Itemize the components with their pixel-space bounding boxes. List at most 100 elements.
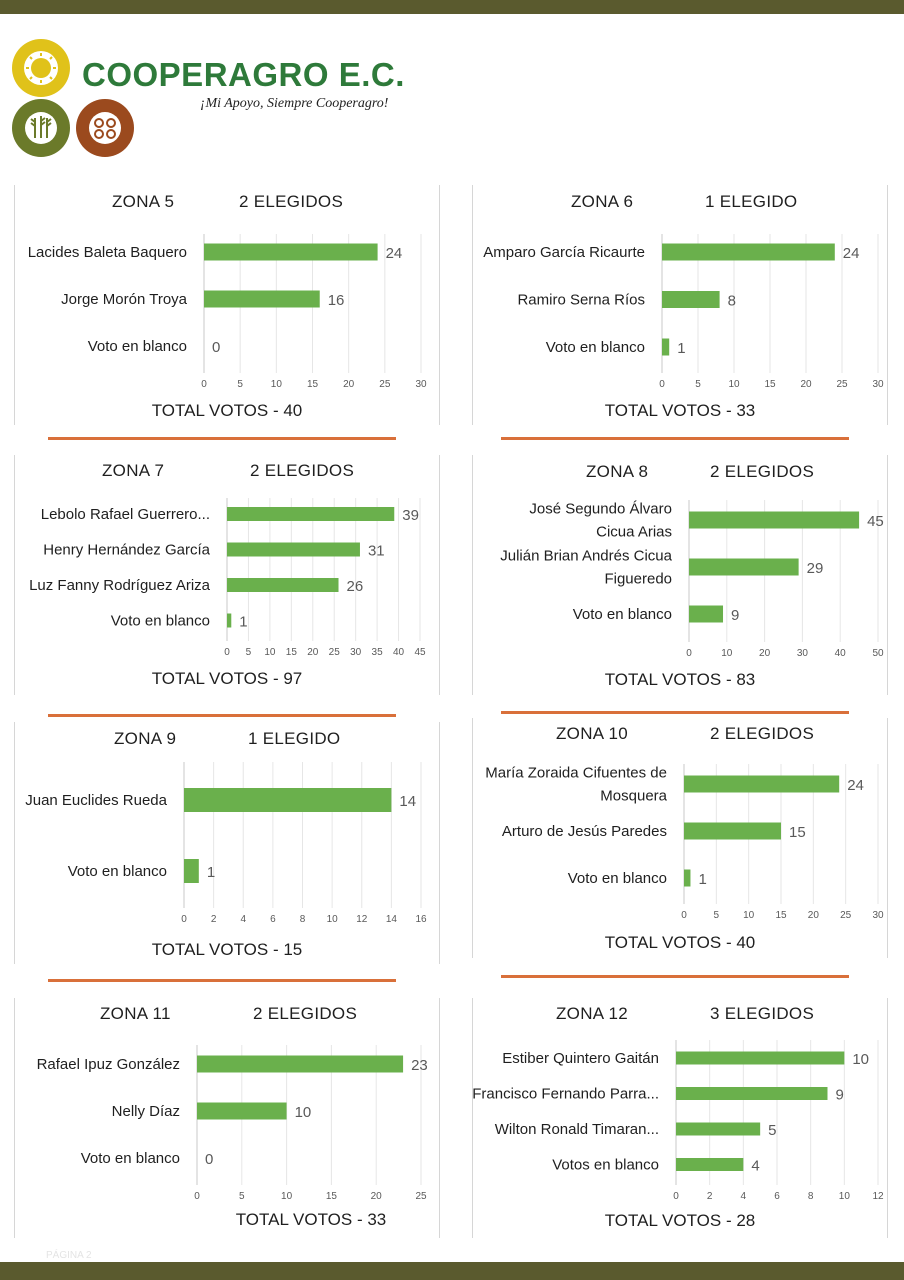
bar: [684, 775, 840, 793]
x-tick-label: 30: [797, 648, 809, 659]
bar: [676, 1087, 828, 1100]
bar: [684, 869, 691, 887]
x-tick-label: 15: [326, 1191, 338, 1202]
x-tick-label: 10: [271, 379, 283, 390]
category-label: Voto en blanco: [546, 339, 645, 356]
bar-value-label: 1: [677, 340, 685, 357]
cooperagro-logo-icon: [12, 39, 134, 157]
bar: [676, 1158, 744, 1171]
panel-border-left: [472, 455, 473, 695]
zone-elected: 2 ELEGIDOS: [253, 1004, 358, 1023]
x-tick-label: 45: [414, 647, 426, 658]
x-tick-label: 30: [872, 910, 884, 921]
category-label: Julián Brian Andrés Cicua: [500, 548, 672, 565]
category-label: José Segundo Álvaro: [529, 501, 672, 518]
chart-panel-zona-5: ZONA 5 2 ELEGIDOS TOTAL VOTOS - 40: [14, 185, 440, 425]
bar-value-label: 5: [768, 1122, 776, 1139]
category-label: Figueredo: [604, 571, 672, 588]
category-label: Juan Euclides Rueda: [25, 792, 167, 809]
x-tick-label: 4: [240, 914, 246, 925]
x-tick-label: 8: [808, 1191, 814, 1202]
bar-value-label: 10: [295, 1104, 312, 1121]
x-tick-label: 25: [379, 379, 391, 390]
zone-elected: 2 ELEGIDOS: [710, 462, 815, 481]
category-label: Lebolo Rafael Guerrero...: [41, 506, 210, 523]
bar-value-label: 23: [411, 1057, 428, 1074]
category-label: Voto en blanco: [111, 613, 210, 630]
bar-value-label: 1: [698, 871, 706, 888]
category-label: Voto en blanco: [573, 606, 672, 623]
bar: [227, 507, 395, 521]
bar-value-label: 31: [368, 543, 385, 560]
bar-value-label: 39: [402, 507, 419, 524]
x-tick-label: 6: [774, 1191, 780, 1202]
zone-title: ZONA 6: [571, 192, 634, 211]
bar: [662, 291, 720, 308]
x-tick-label: 50: [872, 648, 884, 659]
chart-panel-zona-7: ZONA 7 2 ELEGIDOS TOTAL VOTOS - 97: [14, 455, 440, 695]
bar: [184, 788, 392, 812]
x-tick-label: 0: [681, 910, 687, 921]
x-tick-label: 2: [211, 914, 217, 925]
bar-value-label: 8: [728, 293, 736, 310]
x-tick-label: 20: [800, 379, 812, 390]
bar: [197, 1055, 404, 1073]
bar: [204, 243, 378, 261]
zone-elected: 2 ELEGIDOS: [239, 192, 344, 211]
zone-total: TOTAL VOTOS - 40: [151, 401, 303, 420]
chart-panel-zona-10: ZONA 10 2 ELEGIDOS TOTAL VOTOS - 40: [472, 718, 888, 958]
top-band: [0, 0, 904, 14]
zone-total: TOTAL VOTOS - 33: [604, 401, 756, 420]
bar: [662, 338, 670, 356]
zone-elected: 2 ELEGIDOS: [250, 461, 355, 480]
x-tick-label: 25: [840, 910, 852, 921]
chart-panel-zona-8: ZONA 8 2 ELEGIDOS TOTAL VOTOS - 83: [472, 455, 888, 695]
bar: [197, 1102, 287, 1120]
zone-title: ZONA 7: [102, 461, 165, 480]
x-tick-label: 0: [686, 648, 692, 659]
zone-title: ZONA 11: [100, 1004, 171, 1023]
bar-value-label: 9: [836, 1087, 844, 1104]
bar: [676, 1051, 845, 1065]
bar-value-label: 26: [347, 578, 364, 595]
zone-total: TOTAL VOTOS - 33: [235, 1210, 387, 1229]
x-tick-label: 4: [741, 1191, 747, 1202]
x-tick-label: 40: [835, 648, 847, 659]
x-tick-label: 0: [194, 1191, 200, 1202]
chart-panel-zona-6: ZONA 6 1 ELEGIDO TOTAL VOTOS - 33: [472, 185, 888, 425]
bar: [227, 613, 232, 628]
panel-border-right: [439, 722, 440, 964]
zone-title: ZONA 8: [586, 462, 649, 481]
bar: [662, 243, 835, 261]
panel-border-right: [439, 455, 440, 695]
x-tick-label: 25: [329, 647, 341, 658]
x-tick-label: 12: [872, 1191, 884, 1202]
category-label: Wilton Ronald Timaran...: [495, 1121, 659, 1138]
bar: [204, 290, 320, 308]
category-label: Voto en blanco: [568, 870, 667, 887]
category-label: Voto en blanco: [68, 863, 167, 880]
category-label: Luz Fanny Rodríguez Ariza: [29, 577, 211, 594]
panel-border-right: [887, 718, 888, 958]
x-tick-label: 10: [327, 914, 339, 925]
x-tick-label: 20: [759, 648, 771, 659]
zone-total: TOTAL VOTOS - 15: [151, 940, 303, 959]
bar-value-label: 24: [843, 245, 860, 262]
bar-value-label: 9: [731, 607, 739, 624]
bar-value-label: 10: [852, 1051, 869, 1068]
panel-border-left: [472, 718, 473, 958]
zone-elected: 1 ELEGIDO: [248, 729, 341, 748]
x-tick-label: 12: [356, 914, 368, 925]
category-label: Voto en blanco: [81, 1150, 180, 1167]
category-label: Rafael Ipuz González: [37, 1056, 180, 1073]
x-tick-label: 10: [839, 1191, 851, 1202]
zone-title: ZONA 9: [114, 729, 177, 748]
bar-value-label: 0: [205, 1151, 213, 1168]
section-divider: [48, 714, 396, 717]
panel-border-right: [439, 185, 440, 425]
panel-border-right: [887, 998, 888, 1238]
x-tick-label: 6: [270, 914, 276, 925]
x-tick-label: 25: [836, 379, 848, 390]
panel-border-right: [439, 998, 440, 1238]
